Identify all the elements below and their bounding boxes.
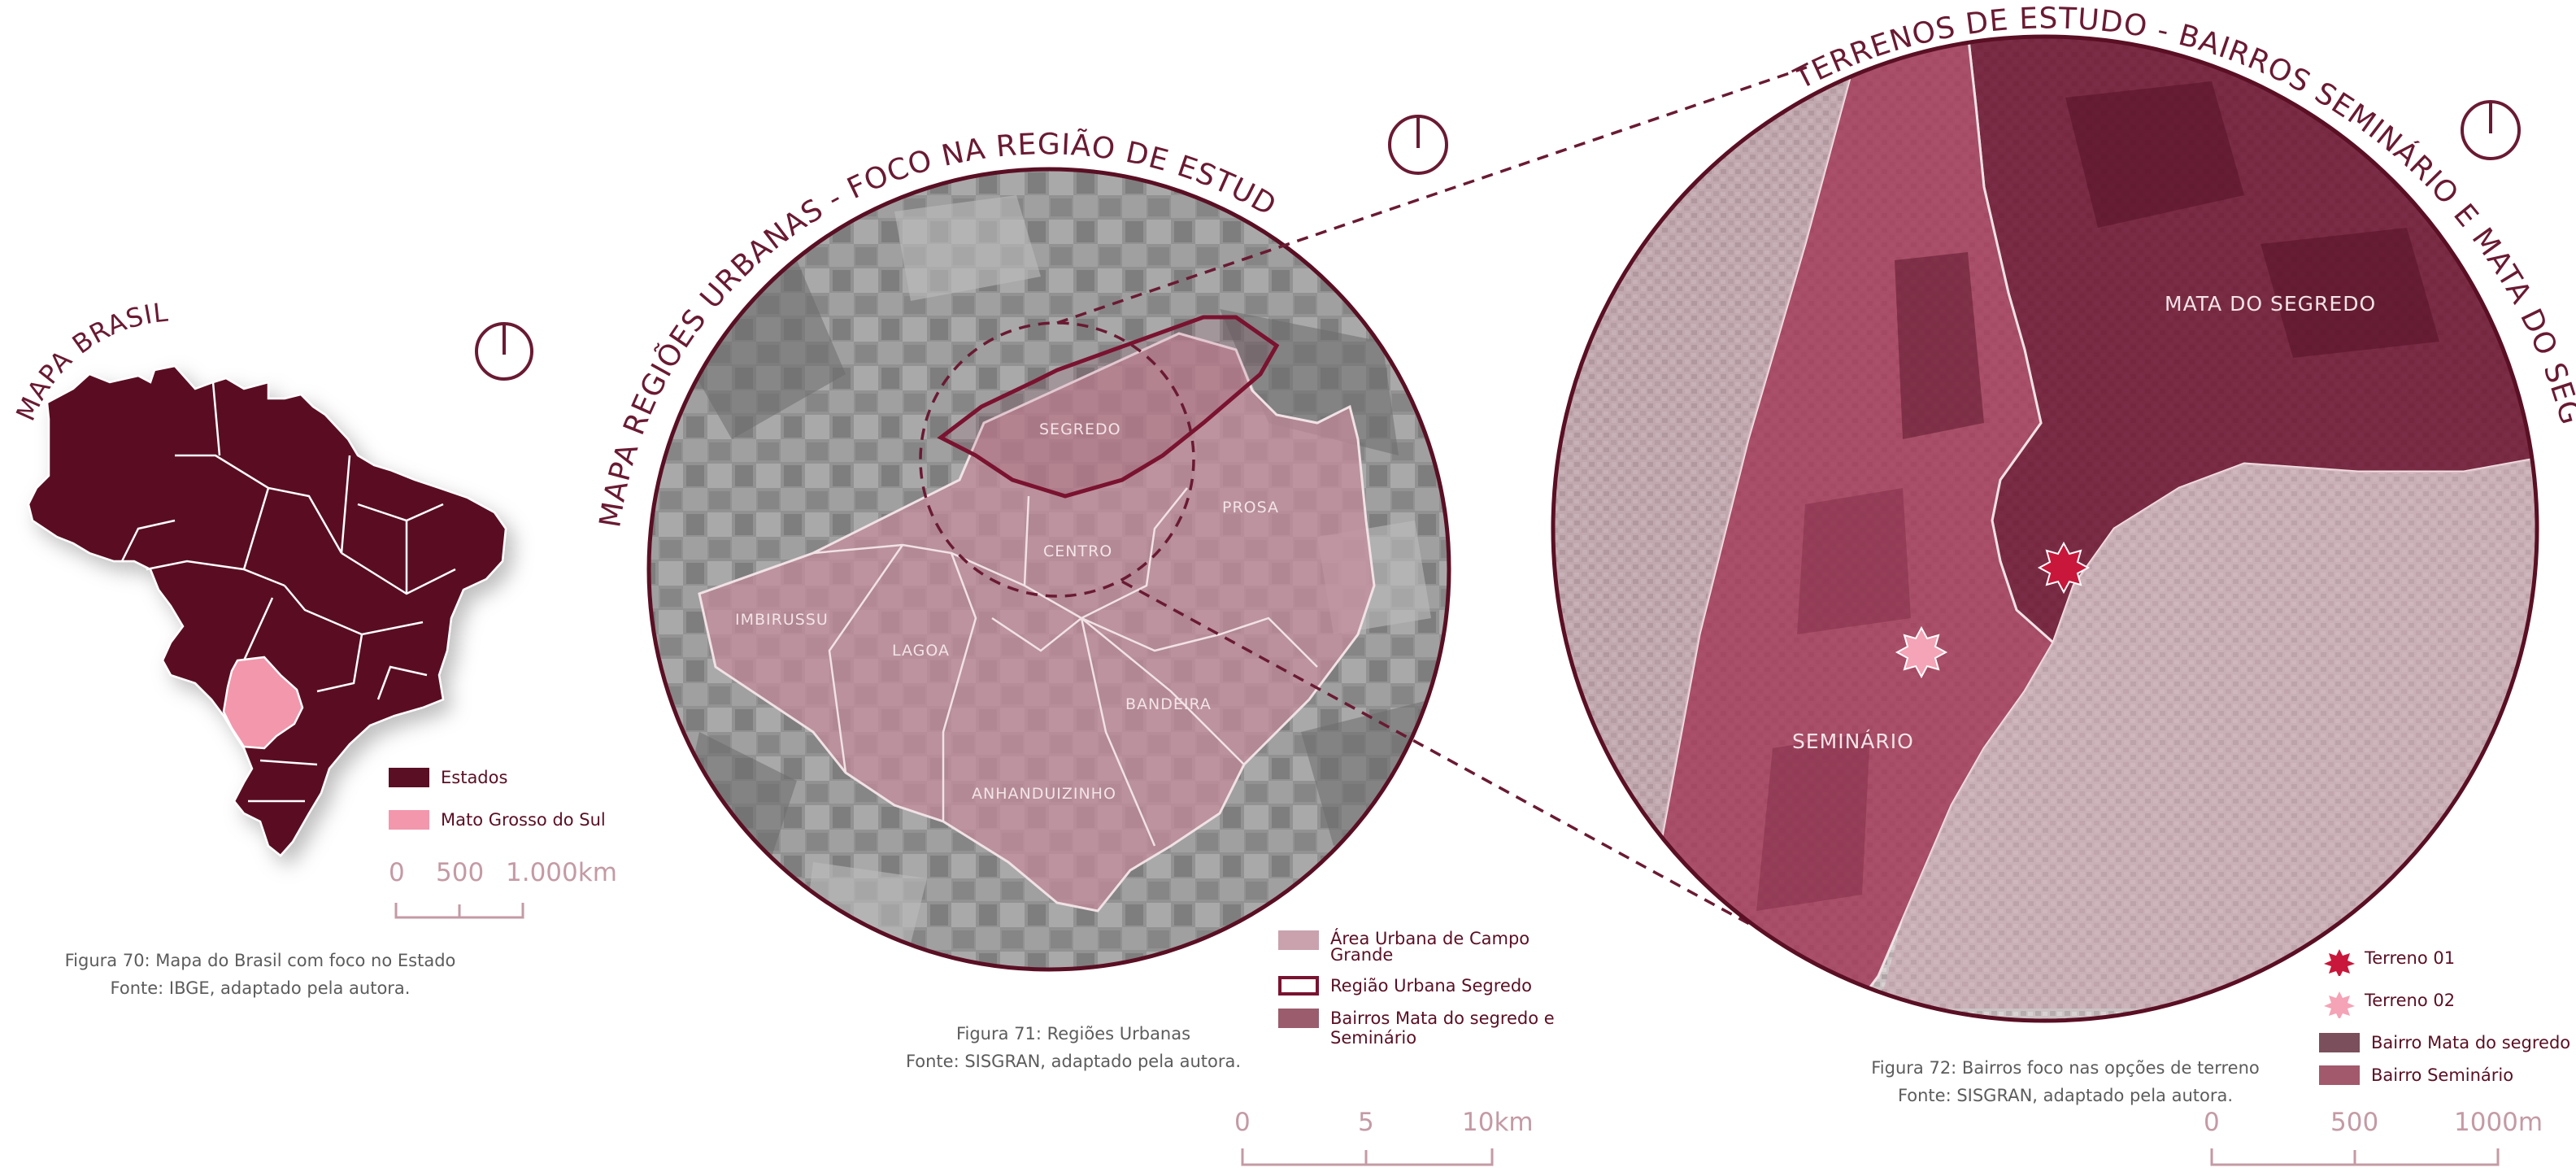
- legend-label-urban-area: Área Urbana de Campo Grande: [1330, 929, 1530, 965]
- legend-label-terreno-01: Terreno 01: [2365, 948, 2456, 968]
- scale-label-0: 0: [2204, 1108, 2220, 1137]
- focus-zoom-circle: [919, 321, 1195, 598]
- brazil-scale-bar: 0 500 1.000km: [389, 858, 617, 919]
- region-borders: [812, 487, 1318, 847]
- north-arrow-icon: [1388, 115, 1448, 175]
- scale-label-max: 1.000km: [506, 858, 617, 887]
- region-label-segredo: SEGREDO: [1039, 420, 1121, 438]
- star-marker-icon: [2037, 541, 2091, 595]
- legend-swatch-estados: [389, 768, 429, 787]
- lots-legend: Terreno 01 Terreno 02 Bairro Mata do seg…: [2319, 948, 2576, 1095]
- legend-swatch-bairros: [1278, 1009, 1319, 1028]
- legend-swatch-urban-area: [1278, 930, 1319, 950]
- region-label-bandeira: BANDEIRA: [1125, 695, 1212, 713]
- scale-label-max: 1000m: [2454, 1108, 2543, 1137]
- segredo-region-outline: [937, 315, 1280, 499]
- mato-grosso-do-sul: [222, 656, 304, 750]
- legend-label-segredo: Região Urbana Segredo: [1330, 976, 1533, 996]
- scale-label-0: 0: [1234, 1108, 1251, 1137]
- legend-label-mata: Bairro Mata do segredo: [2371, 1033, 2571, 1052]
- caption-source: Fonte: SISGRAN, adaptado pela autora.: [905, 1052, 1242, 1071]
- lots-scale-bar: 0 500 1000m: [2204, 1108, 2543, 1166]
- legend-swatch-ms: [389, 810, 429, 830]
- figure-71-caption: Figura 71: Regiões Urbanas Fonte: SISGRA…: [846, 1020, 1301, 1075]
- figure-72-caption: Figura 72: Bairros foco nas opções de te…: [1838, 1054, 2293, 1109]
- region-label-imbirussu: IMBIRUSSU: [735, 611, 829, 629]
- legend-label-terreno-02: Terreno 02: [2365, 991, 2456, 1010]
- scale-label-0: 0: [389, 858, 405, 887]
- legend-label-estados: Estados: [441, 768, 508, 787]
- region-label-prosa: PROSA: [1222, 499, 1279, 516]
- star-marker-icon: [2324, 949, 2355, 976]
- scale-label-max: 10km: [1462, 1108, 1534, 1137]
- legend-label-bairros: Bairros Mata do segredo e Seminário: [1330, 1009, 1555, 1048]
- legend-swatch-mata: [2319, 1033, 2360, 1052]
- region-label-anhanduizinho: ANHANDUIZINHO: [972, 785, 1116, 803]
- north-arrow-icon: [2461, 100, 2521, 160]
- label-mata-do-segredo: MATA DO SEGREDO: [2165, 292, 2376, 316]
- urban-area-campo-grande: [698, 332, 1376, 913]
- regions-legend: Área Urbana de Campo Grande Região Urban…: [1278, 930, 1571, 1057]
- caption-title: Figura 72: Bairros foco nas opções de te…: [1871, 1058, 2260, 1078]
- region-label-lagoa: LAGOA: [892, 642, 950, 660]
- north-arrow-icon: [475, 322, 533, 381]
- caption-source: Fonte: IBGE, adaptado pela autora.: [110, 978, 411, 998]
- star-marker-icon: [2324, 991, 2355, 1018]
- caption-title: Figura 70: Mapa do Brasil com foco no Es…: [64, 951, 456, 970]
- regions-scale-bar: 0 5 10km: [1234, 1108, 1534, 1166]
- legend-label-seminario: Bairro Seminário: [2371, 1065, 2514, 1085]
- scale-label-mid: 500: [436, 858, 484, 887]
- star-marker-icon: [1895, 625, 1948, 679]
- legend-swatch-seminario: [2319, 1065, 2360, 1085]
- state-borders: [120, 381, 456, 803]
- label-seminario: SEMINÁRIO: [1792, 730, 1914, 753]
- zoom-connector-lines: [1056, 63, 1814, 952]
- caption-source: Fonte: SISGRAN, adaptado pela autora.: [1897, 1086, 2234, 1105]
- region-label-centro: CENTRO: [1043, 542, 1112, 560]
- scale-label-mid: 5: [1358, 1108, 1374, 1137]
- scale-label-mid: 500: [2330, 1108, 2378, 1137]
- brazil-legend: Estados Mato Grosso do Sul: [389, 768, 633, 839]
- caption-title: Figura 71: Regiões Urbanas: [955, 1024, 1191, 1043]
- legend-label-ms: Mato Grosso do Sul: [441, 810, 606, 830]
- legend-swatch-segredo: [1278, 976, 1319, 996]
- figure-70-caption: Figura 70: Mapa do Brasil com foco no Es…: [24, 947, 496, 1002]
